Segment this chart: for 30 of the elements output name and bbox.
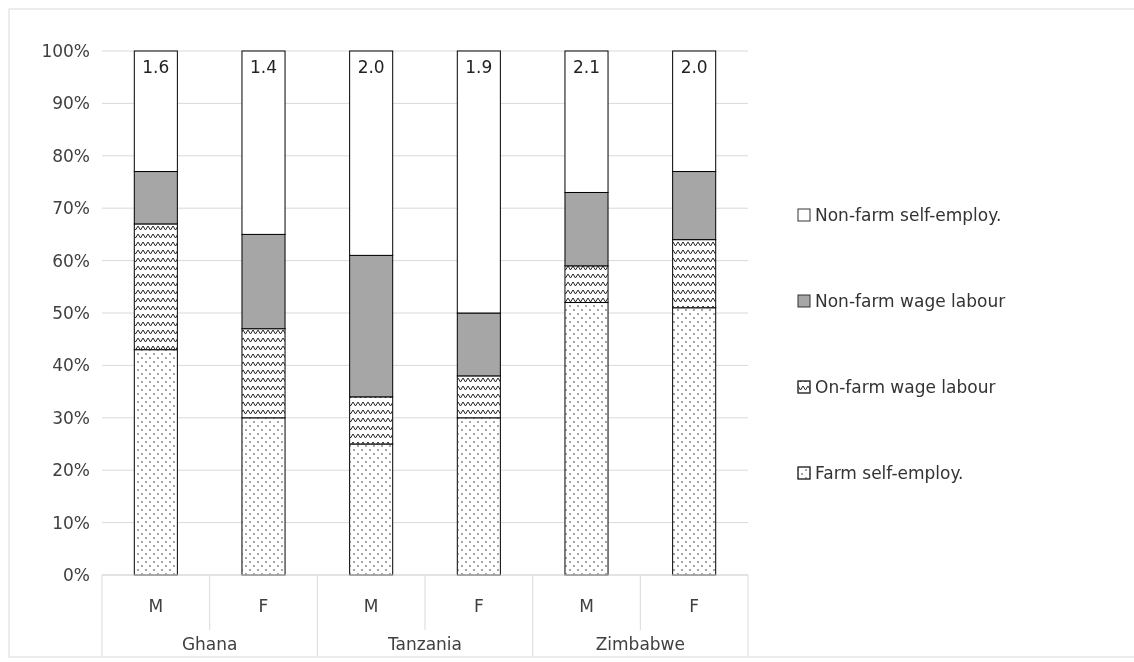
y-tick-label: 10% [52, 512, 90, 533]
text: Farm self-employ. [815, 462, 964, 483]
y-tick-label: 90% [52, 93, 90, 114]
y-tick-label: 80% [52, 145, 90, 166]
y-tick-label: 30% [52, 407, 90, 428]
y-tick-label: 0% [63, 564, 90, 585]
text: On-farm wage labour [815, 376, 996, 397]
legend-label: Non-farm wage labour [815, 290, 1006, 311]
x-tick-label: M [579, 596, 594, 616]
annotation: 2.1 [572, 57, 601, 77]
text: Zimbabwe [595, 634, 685, 654]
y-tick-label: 40% [52, 355, 90, 376]
text: Tanzania [386, 634, 463, 654]
annotation: 1.6 [142, 57, 170, 77]
y-tick-label: 60% [52, 250, 90, 271]
x-tick-label: F [689, 596, 700, 616]
annotation: 2.0 [680, 57, 708, 77]
y-tick-label: 100% [41, 40, 90, 61]
annotation: 1.9 [465, 57, 493, 77]
x-tick-label: F [258, 596, 269, 616]
x-tick-label: F [473, 596, 484, 616]
x-tick-label: M [148, 596, 164, 616]
x-tick-label: M [363, 596, 379, 616]
y-tick-label: 20% [52, 460, 90, 481]
text: Non-farm self-employ. [815, 204, 1002, 225]
text: Ghana [181, 634, 238, 654]
annotation: 2.0 [357, 57, 385, 77]
y-tick-label: 70% [52, 198, 90, 219]
annotation: 1.4 [249, 57, 278, 77]
y-tick-label: 50% [52, 302, 90, 323]
